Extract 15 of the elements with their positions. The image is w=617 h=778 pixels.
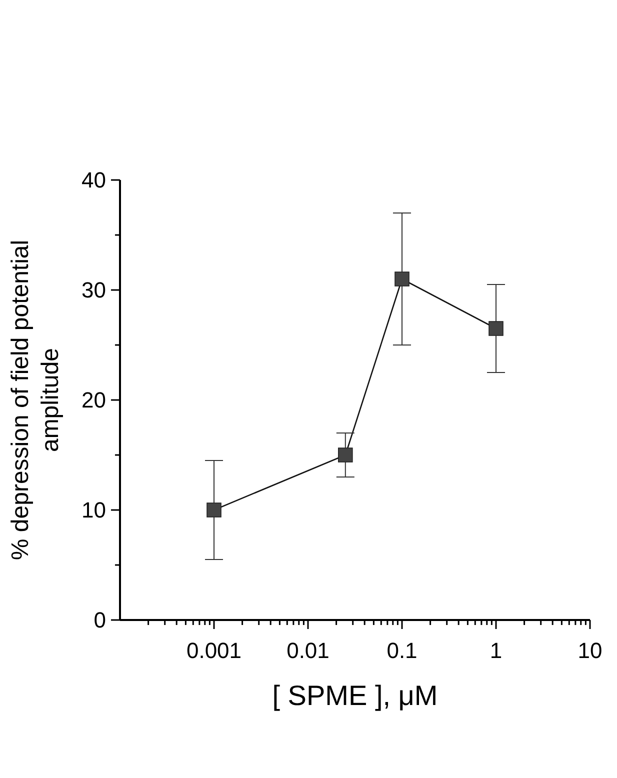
x-axis-title: [ SPME ], μM	[272, 680, 438, 711]
point	[394, 272, 410, 286]
x-tick-label: 0.1	[386, 638, 418, 663]
x-tick-label: 0.001	[186, 638, 242, 663]
y-tick-label: 20	[82, 388, 106, 413]
y-axis-title: % depression of field potential amplitude	[7, 240, 64, 560]
point	[488, 321, 504, 336]
y-tick-label: 10	[82, 498, 106, 523]
y-tick-label: 30	[82, 278, 106, 303]
y-tick-label: 40	[82, 168, 106, 193]
x-tick-label: 1	[490, 638, 502, 663]
x-tick-label: 10	[578, 638, 602, 663]
point	[206, 502, 222, 518]
y-tick-label: 0	[94, 608, 106, 633]
x-tick-label: 0.01	[286, 638, 330, 663]
